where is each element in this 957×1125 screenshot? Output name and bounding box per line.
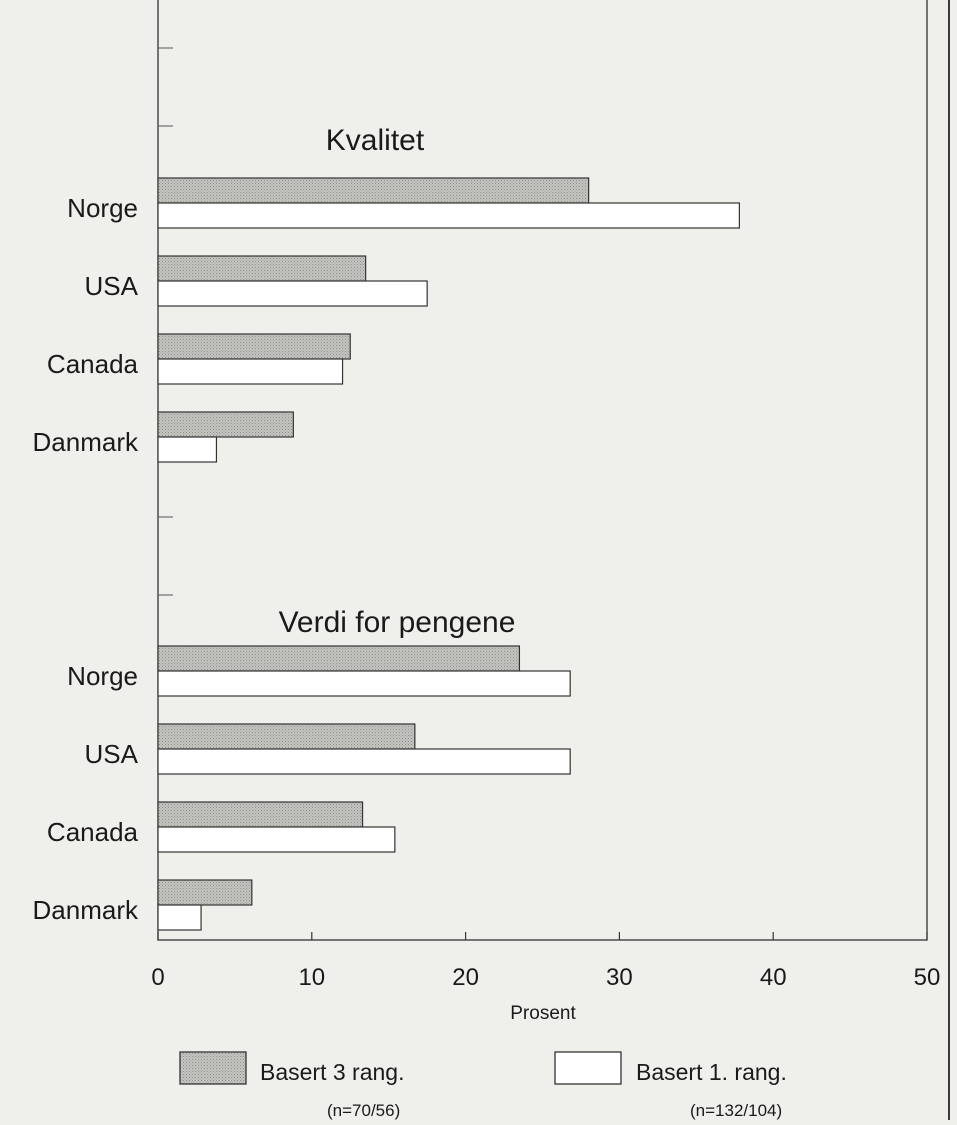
legend-note-series-2: (n=132/104) (690, 1101, 782, 1120)
bar-series-1 (157, 411, 294, 438)
group-title: Kvalitet (326, 124, 425, 157)
bar-series-2 (157, 904, 202, 931)
group-title: Verdi for pengene (279, 606, 516, 639)
bar-series-2 (157, 670, 571, 697)
legend-swatch-series-1 (179, 1051, 247, 1085)
legend-swatch-series-2 (554, 1051, 622, 1085)
bar-series-1 (157, 333, 351, 360)
bar-series-1 (157, 879, 253, 906)
right-frame-line (948, 0, 950, 1120)
category-label: Norge (67, 661, 138, 691)
bar-series-2 (157, 358, 344, 385)
bar-series-2 (157, 202, 740, 229)
x-tick-label: 10 (298, 964, 325, 991)
legend-note-series-1: (n=70/56) (327, 1101, 400, 1120)
bar-series-2 (157, 280, 428, 307)
category-label: Danmark (33, 427, 139, 457)
x-tick-label: 30 (606, 964, 633, 991)
legend-label-series-2: Basert 1. rang. (636, 1059, 787, 1085)
category-label: Norge (67, 193, 138, 223)
legend-label-series-1: Basert 3 rang. (260, 1059, 404, 1085)
legend: Basert 3 rang. (n=70/56) Basert 1. rang.… (179, 1051, 787, 1120)
category-label: Danmark (33, 895, 139, 925)
bar-series-2 (157, 826, 396, 853)
bar-series-1 (157, 177, 590, 204)
x-tick-label: 40 (760, 964, 787, 991)
category-label: USA (85, 739, 139, 769)
category-label: Canada (47, 817, 139, 847)
category-label: Canada (47, 349, 139, 379)
x-tick-label: 50 (914, 964, 941, 991)
bar-series-1 (157, 723, 416, 750)
x-axis-label: Prosent (510, 1003, 576, 1024)
category-label: USA (85, 271, 139, 301)
plot-frame (157, 0, 928, 941)
bar-series-2 (157, 748, 571, 775)
bar-series-2 (157, 436, 218, 463)
bar-series-1 (157, 255, 367, 282)
bar-series-1 (157, 645, 521, 672)
bar-series-1 (157, 801, 364, 828)
x-tick-label: 20 (452, 964, 479, 991)
x-tick-label: 0 (151, 964, 164, 991)
